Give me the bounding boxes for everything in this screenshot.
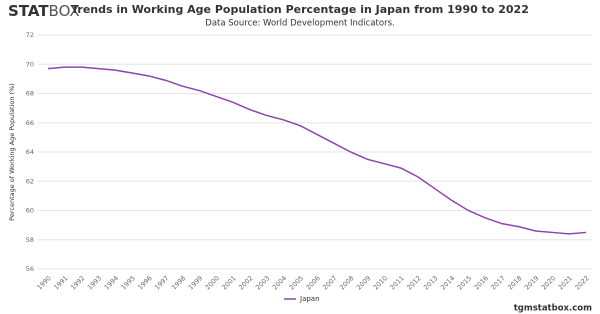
y-axis-label: Percentage of Working Age Population (%) [8,83,16,221]
x-tick-label: 2005 [288,274,305,291]
x-tick-label: 1990 [35,274,52,291]
x-tick-label: 1994 [103,274,120,291]
x-tick-label: 2000 [204,274,221,291]
y-tick-label: 64 [26,148,34,156]
footer: tgmstatbox.com [514,304,592,314]
x-tick-label: 1998 [170,274,187,291]
x-tick-label: 2017 [489,274,506,291]
x-tick-label: 1995 [120,274,137,291]
x-tick-label: 2021 [557,274,574,291]
y-tick-label: 68 [26,90,34,98]
x-tick-label: 2006 [304,274,321,291]
x-tick-label: 2003 [254,274,271,291]
logo-light: BOX [49,2,80,20]
y-tick-label: 58 [26,236,34,244]
y-tick-label: 72 [26,31,34,39]
x-tick-label: 2004 [271,274,288,291]
x-tick-label: 1996 [136,274,153,291]
x-tick-label: 2011 [389,274,406,291]
x-tick-label: 1993 [86,274,103,291]
x-tick-label: 2002 [237,274,254,291]
x-tick-label: 2015 [456,274,473,291]
x-tick-label: 2016 [473,274,490,291]
x-tick-label: 2013 [422,274,439,291]
x-tick-label: 2022 [573,274,590,291]
x-tick-label: 1997 [153,274,170,291]
x-tick-label: 2010 [372,274,389,291]
x-tick-label: 2008 [338,274,355,291]
x-tick-label: 2018 [506,274,523,291]
y-tick-label: 70 [26,60,34,68]
x-tick-label: 1991 [52,274,69,291]
x-tick-label: 2007 [321,274,338,291]
x-tick-label: 2012 [405,274,422,291]
y-tick-label: 66 [26,119,34,127]
legend-label: Japan [299,295,320,303]
x-tick-label: 2009 [355,274,372,291]
chart-title: Trends in Working Age Population Percent… [71,3,529,16]
y-tick-label: 60 [26,207,34,215]
x-tick-label: 2020 [540,274,557,291]
x-tick-label: 2014 [439,274,456,291]
x-tick-label: 2019 [523,274,540,291]
logo-bold: STAT [8,2,49,20]
logo: STATBOX [8,2,80,20]
x-tick-label: 2001 [220,274,237,291]
data-line [47,66,587,235]
y-tick-label: 62 [26,177,34,185]
x-tick-label: 1999 [187,274,204,291]
x-tick-label: 1992 [69,274,86,291]
y-tick-label: 56 [26,265,34,273]
chart-subtitle: Data Source: World Development Indicator… [205,19,394,29]
